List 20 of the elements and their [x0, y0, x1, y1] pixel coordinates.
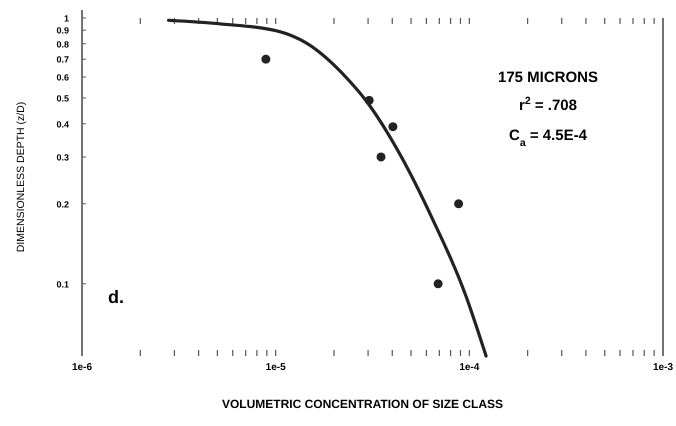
annotation: d.: [108, 287, 124, 307]
y-tick-label: 0.6: [56, 72, 69, 82]
x-tick-label: 1e-5: [266, 362, 286, 373]
y-tick-label: 0.3: [56, 152, 69, 162]
x-tick-label: 1e-4: [459, 362, 480, 373]
x-tick-label: 1e-3: [652, 362, 674, 373]
x-tick-label: 1e-6: [72, 362, 92, 373]
y-tick-label: 0.1: [56, 279, 69, 290]
y-tick-label: 0.7: [56, 54, 69, 65]
y-tick-label: 0.4: [56, 119, 69, 130]
y-tick-label: 1: [64, 14, 69, 24]
x-axis-title: VOLUMETRIC CONCENTRATION OF SIZE CLASS: [222, 397, 504, 411]
y-axis-title: DIMENSIONLESS DEPTH (z/D): [15, 102, 27, 252]
annotation: 175 MICRONS: [498, 69, 598, 86]
y-tick-label: 0.9: [56, 26, 69, 36]
y-tick-label: 0.8: [56, 39, 69, 50]
annotation: r$^{2}$ = .708: [519, 95, 577, 114]
y-tick-label: 0.5: [56, 94, 69, 104]
y-tick-label: 0.2: [56, 199, 69, 210]
annotation: C$_{a}$ = 4.5E-4: [509, 127, 588, 149]
